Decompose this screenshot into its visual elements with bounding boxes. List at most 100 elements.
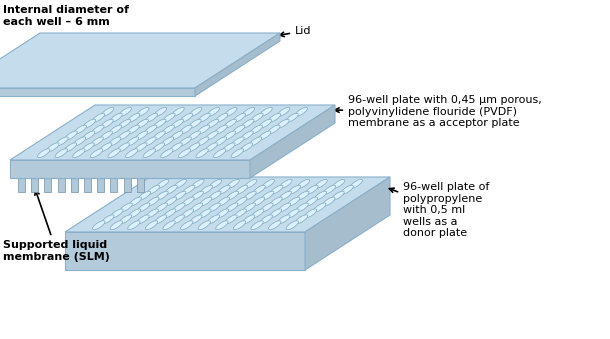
Bar <box>71 178 77 192</box>
Ellipse shape <box>74 125 87 134</box>
Ellipse shape <box>182 197 194 206</box>
Ellipse shape <box>217 197 229 206</box>
Ellipse shape <box>190 203 203 212</box>
Ellipse shape <box>126 149 138 158</box>
Ellipse shape <box>305 197 317 206</box>
Ellipse shape <box>235 185 248 194</box>
Ellipse shape <box>165 185 178 194</box>
Ellipse shape <box>207 107 220 116</box>
Ellipse shape <box>83 119 96 128</box>
Ellipse shape <box>287 197 300 206</box>
Ellipse shape <box>163 221 175 230</box>
Ellipse shape <box>64 143 77 152</box>
Ellipse shape <box>126 137 138 146</box>
Ellipse shape <box>323 185 336 194</box>
Ellipse shape <box>269 209 282 218</box>
Ellipse shape <box>209 191 221 200</box>
Ellipse shape <box>162 125 174 134</box>
Ellipse shape <box>152 143 165 152</box>
Ellipse shape <box>251 209 264 218</box>
Ellipse shape <box>200 185 212 194</box>
Ellipse shape <box>286 113 298 122</box>
Ellipse shape <box>278 107 290 116</box>
Ellipse shape <box>271 185 283 194</box>
Ellipse shape <box>251 221 264 230</box>
Polygon shape <box>10 105 335 160</box>
Ellipse shape <box>162 137 174 146</box>
Ellipse shape <box>92 125 104 134</box>
Ellipse shape <box>120 203 132 212</box>
Ellipse shape <box>304 209 317 218</box>
Bar <box>123 178 131 192</box>
Ellipse shape <box>173 203 185 212</box>
Bar <box>31 178 38 192</box>
Ellipse shape <box>234 209 246 218</box>
Ellipse shape <box>110 113 123 122</box>
Ellipse shape <box>192 179 204 188</box>
Ellipse shape <box>160 149 173 158</box>
Ellipse shape <box>350 179 362 188</box>
Ellipse shape <box>268 221 281 230</box>
Ellipse shape <box>295 215 307 224</box>
Ellipse shape <box>145 221 158 230</box>
Ellipse shape <box>164 197 177 206</box>
Ellipse shape <box>206 131 218 140</box>
Ellipse shape <box>127 221 140 230</box>
Ellipse shape <box>205 143 217 152</box>
Ellipse shape <box>155 203 168 212</box>
Ellipse shape <box>93 221 105 230</box>
Ellipse shape <box>287 209 299 218</box>
Ellipse shape <box>214 149 226 158</box>
Ellipse shape <box>314 203 326 212</box>
Ellipse shape <box>120 215 132 224</box>
Ellipse shape <box>198 221 210 230</box>
Ellipse shape <box>138 191 151 200</box>
Ellipse shape <box>191 191 203 200</box>
Ellipse shape <box>259 131 271 140</box>
Ellipse shape <box>223 131 235 140</box>
Ellipse shape <box>156 191 168 200</box>
Ellipse shape <box>172 215 184 224</box>
Ellipse shape <box>187 143 200 152</box>
Ellipse shape <box>171 119 184 128</box>
Ellipse shape <box>226 203 238 212</box>
Ellipse shape <box>323 197 335 206</box>
Ellipse shape <box>207 215 220 224</box>
Ellipse shape <box>288 185 301 194</box>
Ellipse shape <box>137 215 149 224</box>
Ellipse shape <box>198 113 210 122</box>
Ellipse shape <box>108 149 120 158</box>
Ellipse shape <box>315 179 328 188</box>
Bar <box>18 178 25 192</box>
Ellipse shape <box>170 143 182 152</box>
Ellipse shape <box>146 197 159 206</box>
Ellipse shape <box>127 113 140 122</box>
Ellipse shape <box>171 131 183 140</box>
Polygon shape <box>305 177 390 270</box>
Ellipse shape <box>295 107 307 116</box>
Ellipse shape <box>231 149 243 158</box>
Polygon shape <box>65 177 390 232</box>
Ellipse shape <box>332 179 345 188</box>
Ellipse shape <box>242 119 254 128</box>
Ellipse shape <box>240 143 253 152</box>
Ellipse shape <box>216 221 228 230</box>
Bar <box>84 178 91 192</box>
Ellipse shape <box>224 107 237 116</box>
Ellipse shape <box>82 143 95 152</box>
Ellipse shape <box>277 119 289 128</box>
Ellipse shape <box>199 197 212 206</box>
Ellipse shape <box>260 203 273 212</box>
Ellipse shape <box>179 137 192 146</box>
Ellipse shape <box>119 107 132 116</box>
Ellipse shape <box>135 131 148 140</box>
Ellipse shape <box>341 185 353 194</box>
Ellipse shape <box>188 131 201 140</box>
Ellipse shape <box>82 131 95 140</box>
Ellipse shape <box>251 113 263 122</box>
Ellipse shape <box>110 221 123 230</box>
Ellipse shape <box>262 179 274 188</box>
Ellipse shape <box>242 107 255 116</box>
Ellipse shape <box>153 131 165 140</box>
Ellipse shape <box>314 191 326 200</box>
